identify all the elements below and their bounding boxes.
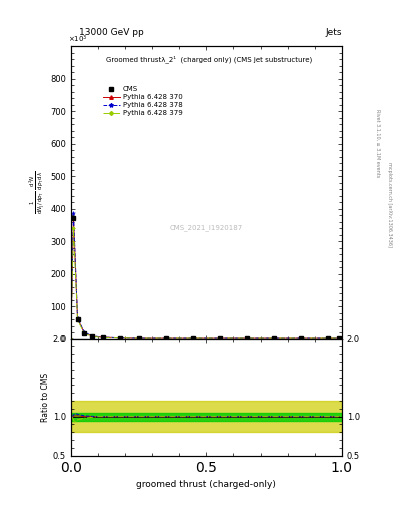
X-axis label: groomed thrust (charged-only): groomed thrust (charged-only) (136, 480, 276, 489)
Text: mcplots.cern.ch [arXiv:1306.3436]: mcplots.cern.ch [arXiv:1306.3436] (387, 162, 391, 247)
Text: $\times 10^3$: $\times 10^3$ (68, 33, 88, 45)
Y-axis label: Ratio to CMS: Ratio to CMS (41, 373, 50, 422)
Text: Rivet 3.1.10, ≥ 3.1M events: Rivet 3.1.10, ≥ 3.1M events (375, 109, 380, 178)
Y-axis label: $\frac{1}{\mathrm{d}N_\mathrm{J}\,/\,\mathrm{d}p_\mathrm{T}}\ \frac{\mathrm{d}^2: $\frac{1}{\mathrm{d}N_\mathrm{J}\,/\,\ma… (28, 170, 47, 214)
Legend: CMS, Pythia 6.428 370, Pythia 6.428 378, Pythia 6.428 379: CMS, Pythia 6.428 370, Pythia 6.428 378,… (101, 84, 184, 118)
Text: Jets: Jets (325, 28, 342, 37)
Text: CMS_2021_I1920187: CMS_2021_I1920187 (170, 224, 243, 231)
Text: 13000 GeV pp: 13000 GeV pp (79, 28, 143, 37)
Text: Groomed thrustλ_2¹  (charged only) (CMS jet substructure): Groomed thrustλ_2¹ (charged only) (CMS j… (106, 55, 312, 62)
